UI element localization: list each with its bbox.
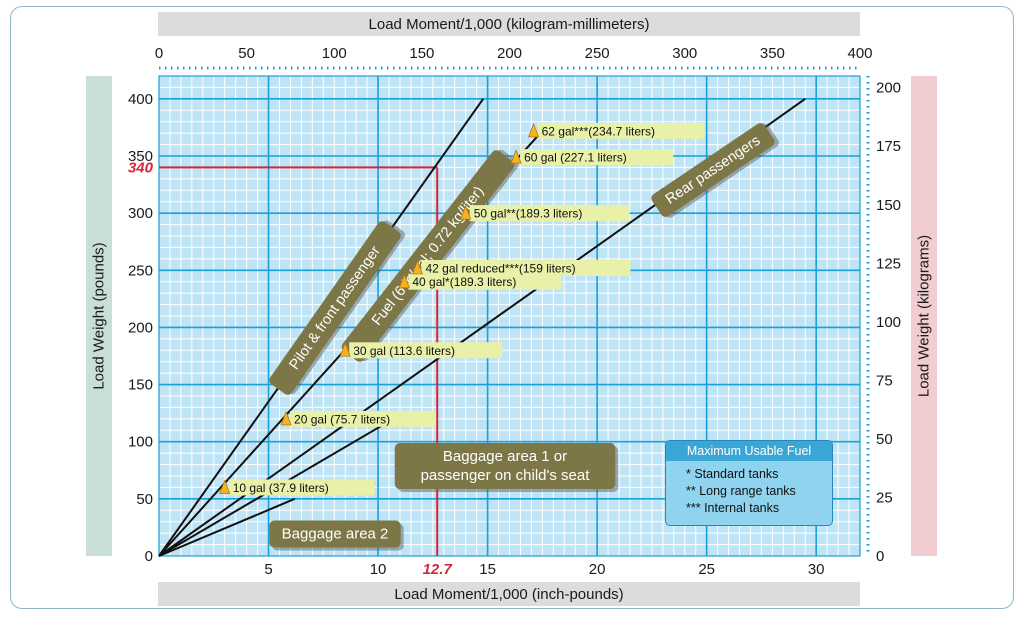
top-tick-label: 350 (760, 45, 785, 62)
fuel-marker-label: 62 gal***(234.7 liters) (542, 124, 655, 138)
fuel-marker-label-bg (408, 273, 562, 290)
top-tick-label: 150 (409, 45, 434, 62)
left-tick-label: 200 (128, 319, 153, 336)
legend-item: * Standard tanks (686, 467, 779, 481)
right-tick-label: 0 (876, 548, 884, 565)
left-tick-label: 400 (128, 91, 153, 108)
fuel-marker-icon (280, 410, 292, 426)
top-tick-label: 50 (238, 45, 255, 62)
reference-weight-label: 340 (128, 159, 154, 176)
right-tick-label: 50 (876, 431, 893, 448)
legend-title: Maximum Usable Fuel (666, 441, 832, 461)
series-label-box (394, 443, 616, 489)
left-tick-label: 150 (128, 377, 153, 394)
bottom-tick-label: 30 (808, 561, 825, 578)
top-tick-label: 250 (585, 45, 610, 62)
bottom-tick-label: 25 (698, 561, 715, 578)
series-label-text: Baggage area 2 (282, 526, 389, 543)
fuel-marker-label-bg (290, 410, 437, 427)
top-tick-label: 100 (322, 45, 347, 62)
left-axis-title-bar: Load Weight (pounds) (86, 76, 112, 556)
fuel-marker-icon (411, 259, 424, 275)
legend-item: ** Long range tanks (686, 484, 796, 498)
fuel-marker-label: 10 gal (37.9 liters) (233, 481, 329, 495)
right-tick-label: 200 (876, 80, 901, 97)
baggage-area-2-label: Baggage area 2 (269, 520, 404, 551)
legend: Maximum Usable Fuel * Standard tanks ** … (665, 440, 833, 526)
plot-border (158, 75, 861, 557)
baggage-area-1-label: Baggage area 1 or passenger on child's se… (394, 443, 619, 492)
fuel-marker-label-bg (537, 122, 705, 139)
fuel-marker-label: 20 gal (75.7 liters) (294, 412, 390, 426)
left-tick-label: 350 (128, 148, 153, 165)
top-tick-label: 300 (672, 45, 697, 62)
fuel-marker-icon (528, 122, 540, 138)
fuel-marker-label-bg (469, 205, 630, 222)
left-tick-label: 100 (128, 434, 153, 451)
left-tick-label: 250 (128, 262, 153, 279)
fuel-marker-icon (219, 479, 231, 494)
secondary-axes (159, 66, 870, 556)
right-tick-label: 75 (876, 372, 893, 389)
fuel-markers: 10 gal (37.9 liters) 20 gal (75.7 liters)… (219, 122, 705, 496)
fuel-marker-icon (510, 149, 522, 164)
series-label-box (651, 123, 775, 217)
fuel-marker-label-bg (228, 479, 375, 496)
fuel-marker-label: 40 gal*(189.3 liters) (412, 275, 516, 289)
series-label-box (269, 221, 401, 395)
series-label-box (341, 150, 515, 362)
series-label-text: Baggage area 1 or (443, 448, 567, 465)
right-tick-label: 25 (876, 489, 893, 506)
fuel-marker-label: 60 gal (227.1 liters) (524, 151, 627, 165)
right-tick-label: 125 (876, 255, 901, 272)
right-tick-label: 175 (876, 138, 901, 155)
fuel-marker-label-bg (421, 260, 631, 276)
left-tick-label: 0 (145, 548, 153, 565)
fuel-marker-icon (460, 205, 472, 220)
fuel-marker-icon (398, 273, 410, 289)
series-line (158, 497, 296, 557)
fuel-marker-icon (339, 342, 351, 357)
top-tick-label: 200 (497, 45, 522, 62)
bottom-tick-label: 10 (370, 561, 387, 578)
bottom-tick-label: 20 (589, 561, 606, 578)
top-tick-label: 400 (847, 45, 872, 62)
fuel-marker-label: 30 gal (113.6 liters) (353, 344, 455, 358)
top-tick-label: 0 (155, 45, 163, 62)
top-axis-title: Load Moment/1,000 (kilogram-millimeters) (158, 12, 860, 36)
bottom-tick-label: 15 (479, 561, 496, 578)
fuel-marker-label: 42 gal reduced***(159 liters) (425, 262, 575, 276)
right-axis-title-bar: Load Weight (kilograms) (911, 76, 937, 556)
series-label-text: passenger on child's seat (421, 467, 591, 484)
bottom-axis-title: Load Moment/1,000 (inch-pounds) (158, 582, 860, 606)
series-label-box (269, 520, 401, 548)
reference-moment-label: 12.7 (423, 561, 453, 578)
left-tick-label: 300 (128, 205, 153, 222)
legend-item: *** Internal tanks (686, 501, 780, 515)
fuel-marker-label: 50 gal**(189.3 liters) (474, 207, 583, 221)
bottom-tick-label: 5 (264, 561, 272, 578)
right-tick-label: 100 (876, 314, 901, 331)
right-tick-label: 150 (876, 197, 901, 214)
fuel-marker-label-bg (520, 149, 674, 166)
left-tick-label: 50 (136, 491, 153, 508)
fuel-marker-label-bg (349, 342, 503, 359)
